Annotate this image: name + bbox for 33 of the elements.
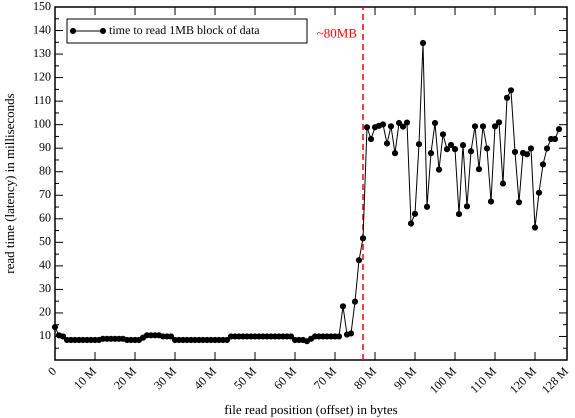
legend-label: time to read 1MB block of data [109,22,260,37]
y-tick-label: 150 [33,0,51,13]
y-tick-label: 90 [39,140,51,154]
y-tick-label: 20 [39,304,51,319]
x-tick-label: 80 M [351,364,380,392]
y-tick-label: 40 [39,258,51,272]
y-tick-label: 70 [39,187,51,202]
y-tick-label: 10 [39,328,51,342]
x-tick-label: 10 M [71,364,100,392]
y-tick-label: 80 [39,163,51,178]
y-tick-label: 100 [33,116,51,130]
y-tick-label: 50 [39,234,51,248]
x-tick-label: 100 M [426,364,460,396]
y-tick-label: 120 [33,69,51,84]
x-tick-label: 0 [44,364,60,378]
x-tick-label: 50 M [231,364,260,392]
ref-line-label: ~80MB [316,26,358,41]
x-tick-label: 30 M [151,364,180,392]
x-tick-label: 120 M [506,364,540,396]
x-tick-label: 110 M [467,364,500,396]
y-tick-label: 110 [33,92,51,107]
x-tick-label: 40 M [191,364,220,392]
y-tick-label: 60 [39,210,51,225]
x-tick-label: 90 M [391,364,420,392]
x-tick-label: 70 M [311,364,340,392]
x-axis-title: file read position (offset) in bytes [224,402,398,417]
x-tick-label: 128 M [538,364,572,396]
y-tick-label: 30 [39,281,51,296]
y-tick-label: 140 [33,22,51,36]
y-axis-title: read time (latency) in milliseconds [2,93,17,274]
x-tick-label: 60 M [271,364,300,392]
x-tick-label: 20 M [111,364,140,392]
y-tick-label: 130 [33,46,51,60]
